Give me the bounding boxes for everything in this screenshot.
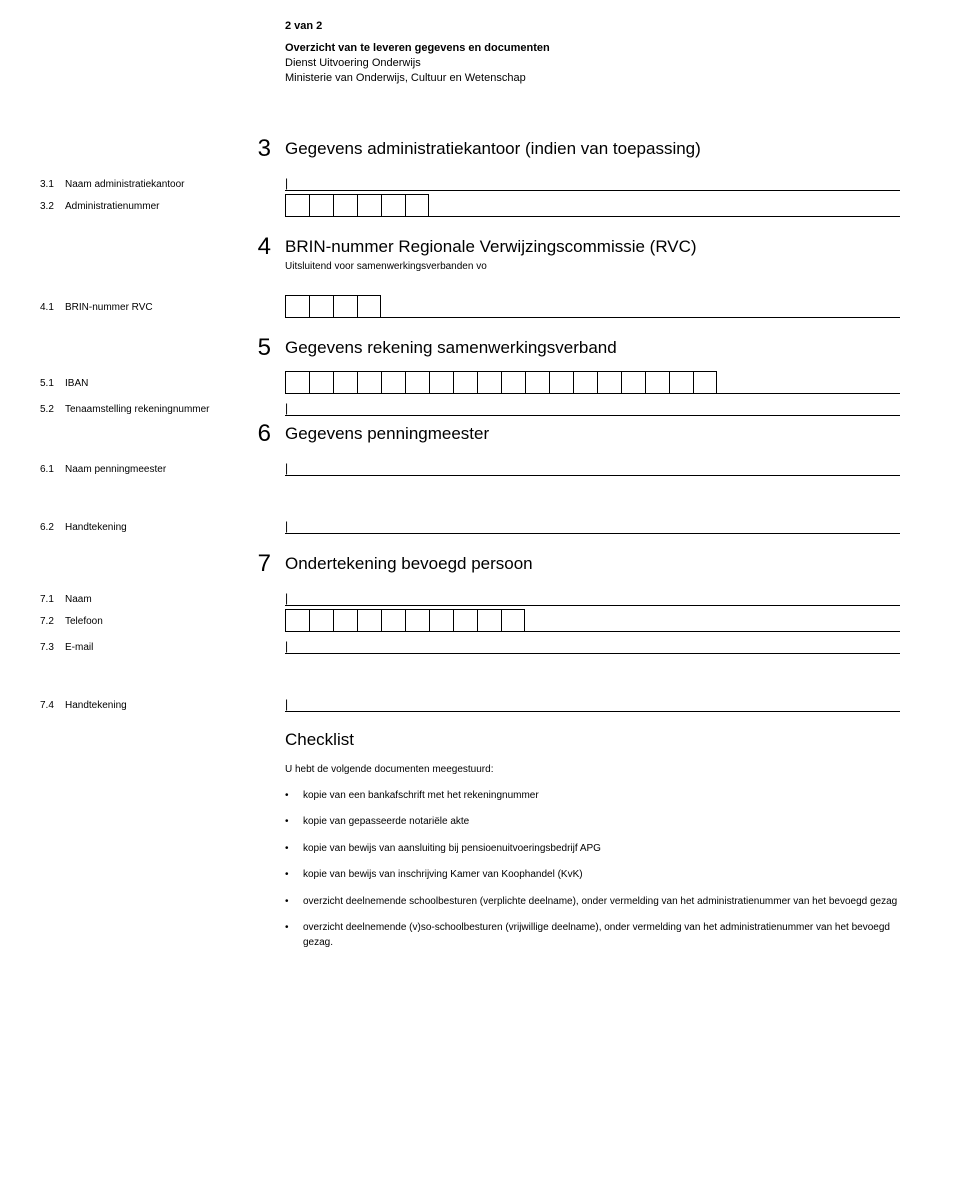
section-7-num: 7	[245, 552, 285, 576]
checklist-items: •kopie van een bankafschrift met het rek…	[285, 789, 900, 951]
field-6-2-label: Handtekening	[65, 522, 245, 533]
section-5-title: Gegevens rekening samenwerkingsverband	[285, 336, 900, 358]
field-7-1: 7.1 Naam	[40, 588, 900, 606]
field-3-1-num: 3.1	[40, 179, 65, 190]
input-brin-rvc[interactable]	[285, 296, 900, 318]
checklist-item: •kopie van bewijs van inschrijving Kamer…	[285, 868, 900, 883]
checklist-item: •kopie van een bankafschrift met het rek…	[285, 789, 900, 804]
field-7-4-label: Handtekening	[65, 700, 245, 711]
bullet-icon: •	[285, 921, 303, 950]
field-3-1-label: Naam administratiekantoor	[65, 179, 245, 190]
page-header: 2 van 2 Overzicht van te leveren gegeven…	[285, 20, 900, 87]
field-7-4: 7.4 Handtekening	[40, 694, 900, 712]
field-7-2-num: 7.2	[40, 616, 65, 627]
section-3-title: Gegevens administratiekantoor (indien va…	[285, 137, 900, 159]
section-6-num: 6	[245, 422, 285, 446]
page-number: 2 van 2	[285, 20, 900, 32]
field-5-2-num: 5.2	[40, 404, 65, 415]
input-handtekening-penningmeester[interactable]	[285, 516, 900, 534]
checklist-item-text: overzicht deelnemende (v)so-schoolbestur…	[303, 921, 900, 950]
field-4-1: 4.1 BRIN-nummer RVC	[40, 296, 900, 318]
bullet-icon: •	[285, 789, 303, 804]
field-6-2-num: 6.2	[40, 522, 65, 533]
input-iban[interactable]	[285, 372, 900, 394]
field-6-1: 6.1 Naam penningmeester	[40, 458, 900, 476]
header-org2: Ministerie van Onderwijs, Cultuur en Wet…	[285, 71, 900, 86]
section-7-title: Ondertekening bevoegd persoon	[285, 552, 900, 574]
input-administratienummer[interactable]	[285, 195, 900, 217]
bullet-icon: •	[285, 895, 303, 910]
section-5: 5 Gegevens rekening samenwerkingsverband	[40, 336, 900, 360]
field-5-1-label: IBAN	[65, 378, 245, 389]
checklist-item-text: kopie van gepasseerde notariële akte	[303, 815, 469, 830]
field-3-2-num: 3.2	[40, 201, 65, 212]
input-tenaamstelling[interactable]	[285, 398, 900, 416]
section-4: 4 BRIN-nummer Regionale Verwijzingscommi…	[40, 235, 900, 272]
field-6-2: 6.2 Handtekening	[40, 516, 900, 534]
checklist-title: Checklist	[285, 730, 900, 750]
field-7-4-num: 7.4	[40, 700, 65, 711]
checklist-item: •overzicht deelnemende schoolbesturen (v…	[285, 895, 900, 910]
checklist-item: •kopie van gepasseerde notariële akte	[285, 815, 900, 830]
input-telefoon[interactable]	[285, 610, 900, 632]
bullet-icon: •	[285, 842, 303, 857]
checklist-section: Checklist U hebt de volgende documenten …	[40, 730, 900, 963]
checklist-item-text: kopie van bewijs van inschrijving Kamer …	[303, 868, 583, 883]
section-7: 7 Ondertekening bevoegd persoon	[40, 552, 900, 576]
field-7-3: 7.3 E-mail	[40, 636, 900, 654]
bullet-icon: •	[285, 815, 303, 830]
field-4-1-num: 4.1	[40, 302, 65, 313]
section-4-num: 4	[245, 235, 285, 259]
section-5-num: 5	[245, 336, 285, 360]
bullet-icon: •	[285, 868, 303, 883]
input-email[interactable]	[285, 636, 900, 654]
field-3-1: 3.1 Naam administratiekantoor	[40, 173, 900, 191]
header-title: Overzicht van te leveren gegevens en doc…	[285, 42, 900, 54]
checklist-item-text: overzicht deelnemende schoolbesturen (ve…	[303, 895, 897, 910]
checklist-item: •kopie van bewijs van aansluiting bij pe…	[285, 842, 900, 857]
field-3-2: 3.2 Administratienummer	[40, 195, 900, 217]
field-5-2: 5.2 Tenaamstelling rekening­nummer	[40, 398, 900, 416]
checklist-item-text: kopie van een bankafschrift met het reke…	[303, 789, 539, 804]
field-3-2-label: Administratienummer	[65, 201, 245, 212]
input-naam-penningmeester[interactable]	[285, 458, 900, 476]
field-7-1-label: Naam	[65, 594, 245, 605]
input-handtekening-bevoegd[interactable]	[285, 694, 900, 712]
field-7-2-label: Telefoon	[65, 616, 245, 627]
field-7-3-num: 7.3	[40, 642, 65, 653]
section-6: 6 Gegevens penningmeester	[40, 422, 900, 446]
field-6-1-num: 6.1	[40, 464, 65, 475]
field-5-2-label: Tenaamstelling rekening­nummer	[65, 404, 245, 415]
section-3-num: 3	[245, 137, 285, 161]
header-org1: Dienst Uitvoering Onderwijs	[285, 56, 900, 71]
section-4-title: BRIN-nummer Regionale Verwijzingscommiss…	[285, 235, 900, 257]
field-7-3-label: E-mail	[65, 642, 245, 653]
field-5-1-num: 5.1	[40, 378, 65, 389]
checklist-item-text: kopie van bewijs van aansluiting bij pen…	[303, 842, 601, 857]
field-4-1-label: BRIN-nummer RVC	[65, 302, 245, 313]
field-7-1-num: 7.1	[40, 594, 65, 605]
field-7-2: 7.2 Telefoon	[40, 610, 900, 632]
input-naam-administratiekantoor[interactable]	[285, 173, 900, 191]
section-4-sub: Uitsluitend voor samenwerkingsverbanden …	[285, 261, 900, 272]
checklist-item: •overzicht deelnemende (v)so-schoolbestu…	[285, 921, 900, 950]
section-6-title: Gegevens penningmeester	[285, 422, 900, 444]
section-3: 3 Gegevens administratiekantoor (indien …	[40, 137, 900, 161]
field-5-1: 5.1 IBAN	[40, 372, 900, 394]
input-naam-bevoegd[interactable]	[285, 588, 900, 606]
field-6-1-label: Naam penningmeester	[65, 464, 245, 475]
checklist-intro: U hebt de volgende documenten meegestuur…	[285, 764, 900, 775]
